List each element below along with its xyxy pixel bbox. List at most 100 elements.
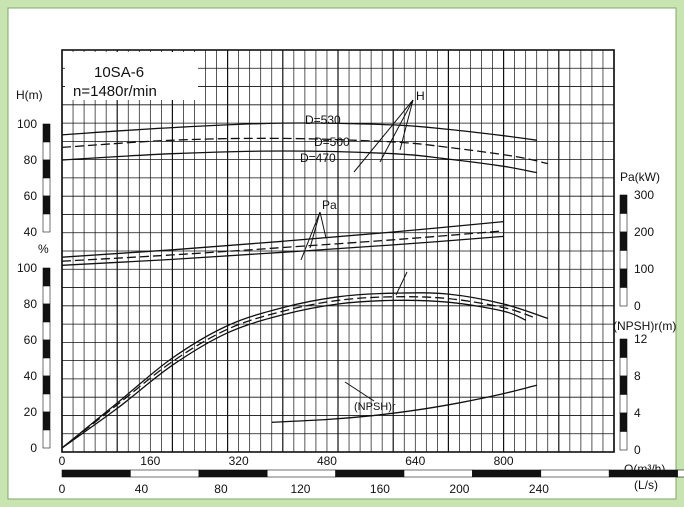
npsh-tick-label: 8 [634,369,641,383]
plot-frame [61,49,615,453]
efficiency-tick-label: 40 [24,369,38,383]
scale-segment [619,250,628,270]
scale-segment [42,177,51,197]
efficiency-scale: 0 20 40 60 80 100 [17,261,51,455]
flow-ls-tick-label: 80 [214,482,228,496]
scale-segment [42,267,51,287]
flow-bar-segment [335,469,405,478]
efficiency-tick-label: 80 [24,297,38,311]
scale-segment [42,303,51,323]
power-curve-4 [61,230,504,262]
scale-segment [42,141,51,161]
power-tick-label: 0 [634,299,641,313]
flow-ls-ticks: 0 40 80 120 160 200 240 [59,482,550,496]
flow-ls-tick-label: 160 [370,482,390,496]
d500-label: D=500 [314,135,350,149]
npsh-tick-label: 12 [634,332,648,346]
efficiency-curve-8 [61,299,526,449]
head-tick-label: 60 [24,189,38,203]
flow-ls-bar [61,469,684,478]
flow-ls-tick-label: 0 [59,482,66,496]
power-curves-label: Pa [322,198,337,212]
head-curve-0 [61,122,537,141]
head-tick-label: 40 [24,225,38,239]
head-curves-label: H [416,89,425,103]
npsh-curve-9 [271,384,537,423]
head-tick-label: 100 [17,117,37,131]
head-axis-label: H(m) [16,88,43,102]
flow-tick-label: 160 [140,454,160,468]
flow-tick-label: 0 [59,454,66,468]
npsh-tick-label: 4 [634,406,641,420]
flow-bar-segment [198,469,268,478]
scale-segment [619,231,628,251]
flow-ls-tick-label: 120 [290,482,310,496]
scale-segment [619,338,628,358]
flow-bar-segment [472,469,542,478]
scale-segment [619,412,628,432]
flow-tick-label: 480 [317,454,337,468]
scale-segment [42,321,51,341]
scale-segment [42,357,51,377]
efficiency-curve-7 [61,296,537,449]
scale-segment [619,431,628,451]
flow-ls-tick-label: 240 [529,482,549,496]
flow-ls-tick-label: 40 [135,482,149,496]
scale-segment [42,195,51,215]
flow-ls-tick-label: 200 [449,482,469,496]
flow-bar-segment [130,469,200,478]
flow-bar-segment [61,469,131,478]
flow-bar-segment [677,469,684,478]
power-tick-label: 300 [634,188,654,202]
npsh-curve-label: (NPSH)r [354,401,396,413]
scale-segment [619,375,628,395]
flow-tick-label: 800 [494,454,514,468]
flow-tick-label: 320 [229,454,249,468]
curves [61,122,549,449]
power-curve-5 [61,235,504,266]
title-box [65,52,198,100]
pump-speed: n=1480r/min [73,83,157,100]
scale-segment [42,123,51,143]
flow-axis-label: Q(m³/h) [624,462,665,476]
head-scale: 40 60 80 100 [17,117,51,239]
power-scale: 0 100 200 300 [619,188,654,313]
head-tick-label: 80 [24,153,38,167]
npsh-axis-label: (NPSH)r(m) [613,319,676,333]
flow-bar-segment [540,469,610,478]
annotations: H D=530 D=500 D=470 Pa (NPSH)r [300,89,425,413]
scale-segment [619,394,628,414]
efficiency-tick-label: 0 [30,441,37,455]
scale-segment [42,429,51,449]
flow-ls-axis-label: (L/s) [634,478,658,492]
scale-segment [619,194,628,214]
scale-segment [42,285,51,305]
head-curve-1 [61,137,548,165]
pump-model: 10SA-6 [94,64,144,81]
npsh-tick-label: 0 [634,443,641,457]
npsh-scale: 0 4 8 12 [619,332,648,457]
flow-bar-segment [403,469,473,478]
scale-segment [619,213,628,233]
power-axis-label: Pa(kW) [620,170,660,184]
scale-segment [42,375,51,395]
d530-label: D=530 [305,113,341,127]
head-curve-2 [61,150,537,174]
flow-ticks: 0 160 320 480 640 800 [59,454,514,468]
scale-segment [619,268,628,288]
power-tick-label: 100 [634,262,654,276]
efficiency-axis-label: % [38,242,49,256]
scale-segment [42,213,51,233]
scale-segment [42,411,51,431]
scale-segment [42,159,51,179]
flow-bar-segment [266,469,336,478]
flow-tick-label: 640 [405,454,425,468]
d470-label: D=470 [300,151,336,165]
efficiency-curve-6 [61,292,549,449]
efficiency-tick-label: 100 [17,261,37,275]
scale-segment [42,339,51,359]
efficiency-tick-label: 20 [24,405,38,419]
scale-segment [42,393,51,413]
scale-segment [619,287,628,307]
